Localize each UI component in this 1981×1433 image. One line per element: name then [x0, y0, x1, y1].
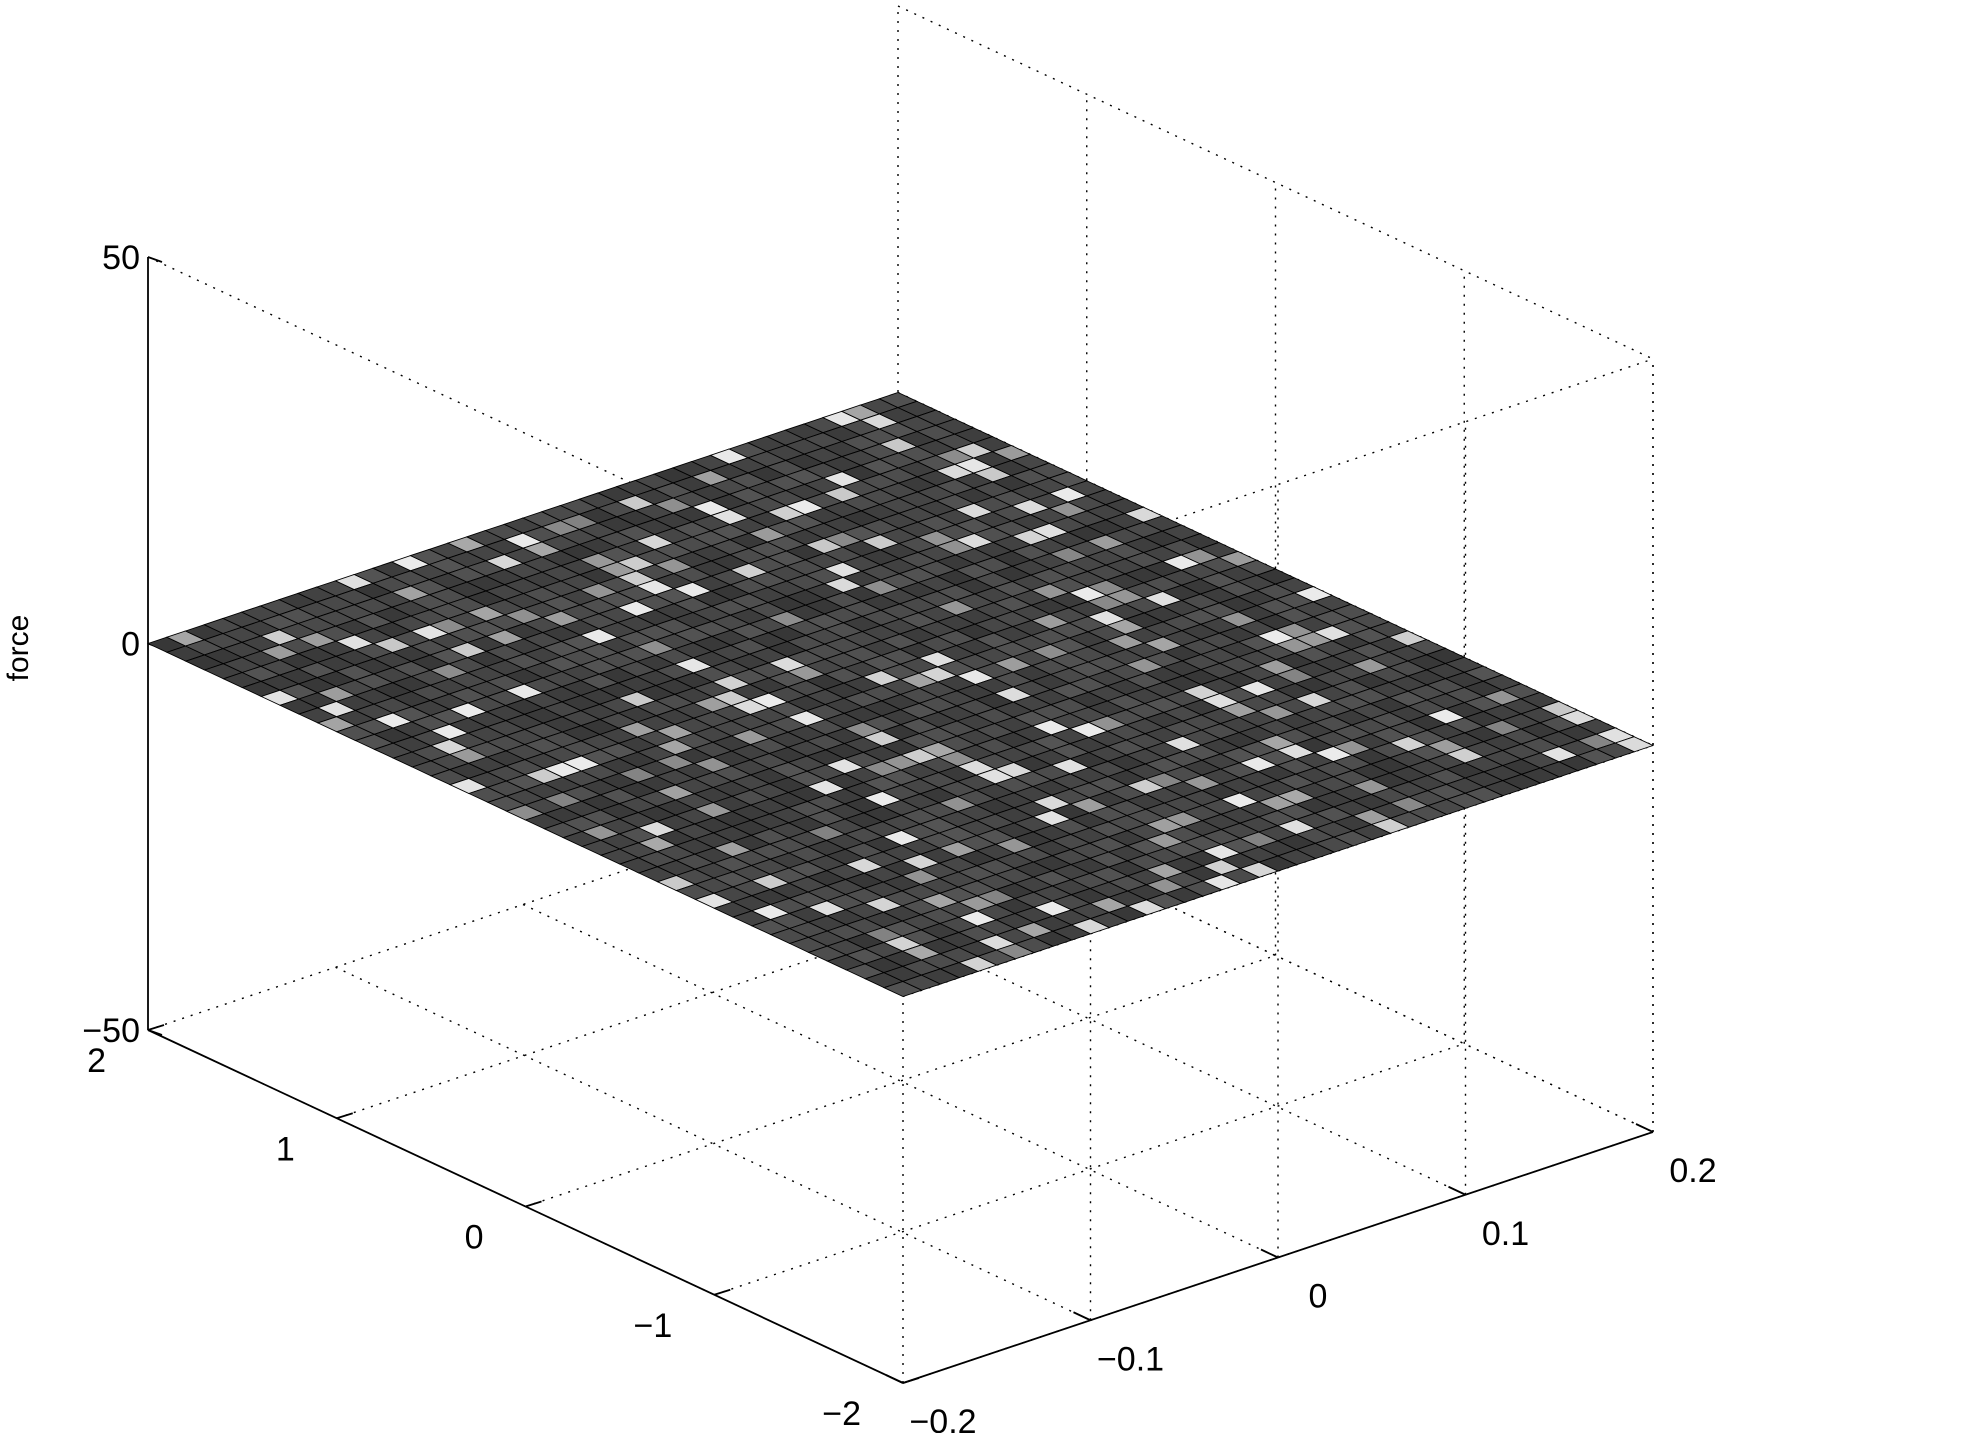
z-tick-label: −50	[82, 1012, 140, 1050]
y-tick-label: −2	[822, 1395, 861, 1433]
y-tick-label: 2	[87, 1042, 106, 1080]
y-tick-label: −1	[633, 1307, 672, 1345]
x-tick-mark	[1260, 1248, 1279, 1259]
y-tick-label: 0	[465, 1219, 484, 1257]
y-tick-label: 1	[276, 1130, 295, 1168]
z-tick-label: 0	[121, 626, 140, 664]
floor-grid-y-1	[714, 1043, 1465, 1296]
x-tick-label: 0.1	[1482, 1215, 1529, 1253]
x-tick-mark	[1635, 1123, 1654, 1133]
x-tick-label: 0.2	[1669, 1152, 1716, 1190]
y-tick-mark	[525, 1200, 542, 1208]
y-tick-mark	[713, 1288, 731, 1296]
x-tick-mark	[885, 1374, 904, 1384]
y-tick-mark	[147, 1024, 165, 1031]
floor-grid-x-1	[335, 966, 1091, 1321]
x-tick-mark	[1073, 1311, 1091, 1322]
x-tick-label: −0.2	[909, 1403, 976, 1433]
y-tick-mark	[902, 1377, 920, 1384]
surface-cell	[1614, 736, 1655, 753]
tick-labels: −50 0 50 −2 −1 0 1 2 −0.2 −0.1 0 0.1 0.2	[82, 239, 1716, 1433]
x-tick-label: −0.1	[1097, 1340, 1164, 1378]
y-tick-mark	[336, 1112, 354, 1120]
z-tick-mark	[147, 256, 163, 263]
z-tick-mark	[147, 1029, 163, 1036]
side-wall-grid-z-0	[897, 778, 1654, 1133]
side-wall-grid-z-2	[897, 5, 1654, 360]
z-tick-label: 50	[102, 239, 140, 277]
surface-mesh	[146, 392, 1655, 997]
floor-grid-x-3	[710, 841, 1466, 1196]
floor-grid-x-2	[522, 903, 1279, 1259]
z-axis-title: force	[2, 615, 35, 682]
x-tick-mark	[1448, 1185, 1466, 1196]
axes	[147, 256, 1654, 1384]
x-tick-label: 0	[1309, 1278, 1328, 1316]
